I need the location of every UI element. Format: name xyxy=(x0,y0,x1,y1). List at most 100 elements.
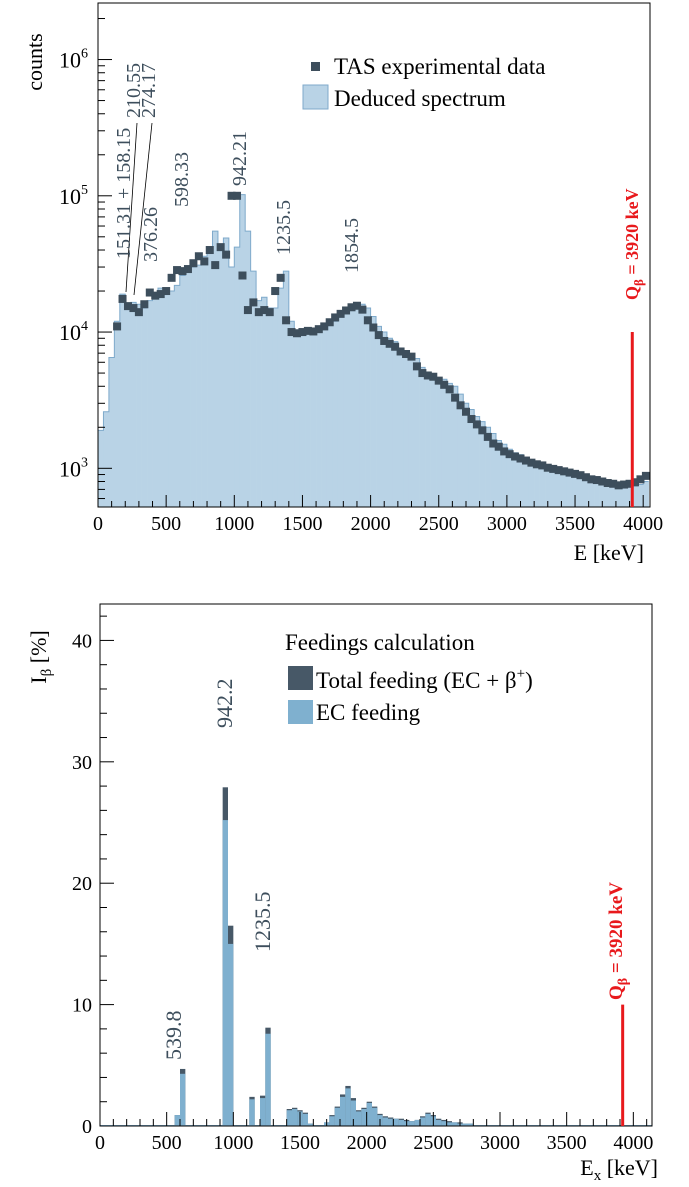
tas-data-point xyxy=(462,407,470,416)
deduced-bin xyxy=(441,379,448,507)
deduced-bin xyxy=(561,468,568,507)
feeding-panel: 0 500 1000 1500 2000 2500 3000 3500 4000 0 10 20 30 4… xyxy=(26,603,658,1184)
tas-data-point xyxy=(407,352,416,361)
bottom-y-tick-label: 0 xyxy=(82,1116,92,1138)
tas-data-point xyxy=(483,432,492,441)
deduced-bin xyxy=(272,308,279,507)
deduced-bin xyxy=(114,321,121,507)
tas-data-point xyxy=(494,442,503,451)
tas-data-point xyxy=(467,415,476,424)
deduced-bin xyxy=(632,486,639,507)
deduced-bin xyxy=(512,452,519,507)
tas-data-point xyxy=(631,478,640,487)
tas-data-point xyxy=(205,246,214,255)
tas-data-point xyxy=(549,464,558,473)
deduced-bin xyxy=(239,194,246,507)
deduced-bin xyxy=(479,421,486,507)
top-peak-annotation: 1854.5 xyxy=(341,218,363,273)
ec-feeding-bar xyxy=(446,1122,452,1126)
legend-marker-tas xyxy=(311,62,320,71)
deduced-bin xyxy=(566,470,573,507)
tas-data-point xyxy=(576,471,585,480)
annotation-leader-210-55 xyxy=(125,122,138,293)
tas-data-point xyxy=(309,327,318,336)
bottom-x-axis-label: Ex [keV] xyxy=(580,1155,658,1184)
top-y-tick-label: 104 xyxy=(59,319,88,345)
deduced-bin xyxy=(267,308,273,507)
tas-data-point xyxy=(162,287,171,296)
deduced-bin xyxy=(637,484,644,507)
top-peak-annotation: 151.31 + 158.15 xyxy=(113,128,135,259)
tas-data-point xyxy=(178,267,187,276)
tas-data-point xyxy=(189,259,198,268)
deduced-bin xyxy=(245,231,251,507)
deduced-bin xyxy=(599,479,606,507)
ec-feeding-bar xyxy=(260,1098,266,1126)
legend-swatch-deduced xyxy=(302,84,329,110)
ec-feeding-bar xyxy=(372,1107,378,1126)
tas-data-point xyxy=(521,456,530,465)
deduced-bin xyxy=(517,454,524,507)
tas-data-point xyxy=(554,466,563,475)
ec-feeding-bar xyxy=(345,1088,351,1126)
deduced-bin xyxy=(305,329,311,507)
tas-data-point xyxy=(532,460,541,469)
tas-data-point xyxy=(271,287,280,296)
tas-data-point xyxy=(423,371,432,380)
top-peak-annotation: 598.33 xyxy=(171,152,193,207)
deduced-bin xyxy=(495,440,502,507)
tas-data-point xyxy=(320,322,329,331)
ec-feeding-bar xyxy=(366,1102,372,1126)
ec-feeding-bar xyxy=(292,1109,298,1126)
deduced-bin xyxy=(376,326,382,507)
tas-data-point xyxy=(440,380,449,389)
ec-feeding-bar xyxy=(228,943,234,1126)
deduced-bin xyxy=(207,250,213,507)
tas-data-point xyxy=(505,450,514,459)
ec-feeding-bar xyxy=(286,1110,292,1126)
top-peak-annotation: 210.55 xyxy=(123,63,145,118)
ec-feeding-bar xyxy=(174,1115,180,1126)
deduced-bin xyxy=(615,483,622,507)
ec-feeding-bar xyxy=(414,1119,420,1126)
tas-data-point xyxy=(314,325,323,334)
tas-data-point xyxy=(211,261,220,270)
tas-data-point xyxy=(369,323,378,332)
deduced-bin xyxy=(397,349,404,507)
ec-feeding-bar xyxy=(302,1113,308,1126)
deduced-bin xyxy=(256,300,262,507)
bottom-x-tick-label: 500 xyxy=(152,1132,182,1154)
top-x-tick-label: 1000 xyxy=(214,513,254,535)
tas-data-point xyxy=(194,252,203,261)
deduced-bin xyxy=(359,304,366,507)
tas-data-point xyxy=(592,476,601,485)
tas-data-point xyxy=(625,479,634,488)
tas-data-point xyxy=(156,290,165,299)
bottom-y-axis-label: Iβ [%] xyxy=(26,630,55,683)
deduced-bin xyxy=(414,358,420,507)
deduced-bin xyxy=(425,374,431,507)
deduced-bin xyxy=(545,464,551,507)
deduced-bin xyxy=(141,308,148,507)
bottom-peak-annotation: 539.8 xyxy=(161,1011,186,1061)
deduced-bin xyxy=(468,409,475,507)
deduced-bin xyxy=(506,449,513,507)
bottom-peak-annotations: 539.8 942.2 1235.5 xyxy=(161,679,275,1061)
top-x-axis-label: E [keV] xyxy=(574,540,644,565)
tas-data-point xyxy=(451,393,460,402)
tas-data-point xyxy=(527,458,536,467)
deduced-bin xyxy=(463,403,470,507)
bottom-x-tick-label: 1500 xyxy=(280,1132,320,1154)
deduced-bin xyxy=(534,461,540,507)
legend-swatch-ec-feeding xyxy=(288,700,313,724)
deduced-bin xyxy=(299,332,306,507)
tas-plot-area xyxy=(97,191,650,508)
tas-data-point xyxy=(609,479,618,488)
tas-data-point xyxy=(614,481,623,490)
deduced-bin xyxy=(288,321,295,507)
tas-data-point xyxy=(412,362,421,371)
bottom-legend-title: Feedings calculation xyxy=(285,630,475,655)
deduced-bin xyxy=(277,288,284,507)
tas-data-point xyxy=(222,250,231,259)
ec-feeding-bar xyxy=(356,1111,362,1126)
